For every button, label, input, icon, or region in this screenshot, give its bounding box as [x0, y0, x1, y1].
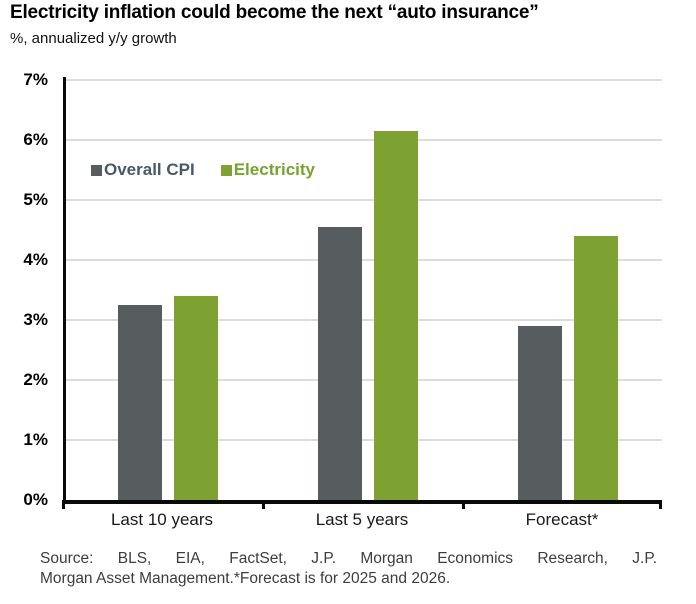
legend-label: Overall CPI — [104, 160, 195, 179]
y-tick-label: 3% — [23, 310, 48, 329]
source-line-2: Morgan Asset Management.*Forecast is for… — [40, 570, 451, 587]
bar-overall-cpi-last-5-years — [318, 227, 362, 500]
y-tick-label: 2% — [23, 370, 48, 389]
gridline — [66, 139, 662, 141]
x-category-label-forecast: Forecast* — [525, 510, 599, 529]
gridline — [66, 379, 662, 381]
gridline — [66, 319, 662, 321]
chart-subtitle: %, annualized y/y growth — [10, 30, 177, 47]
chart-title: Electricity inflation could become the n… — [10, 2, 539, 23]
y-axis-line — [63, 77, 66, 504]
gridline — [66, 79, 662, 81]
legend-label: Electricity — [233, 160, 315, 179]
x-axis-tick — [62, 500, 65, 509]
x-category-label-last-5-years: Last 5 years — [315, 510, 409, 529]
legend-item-electricity: Electricity — [220, 160, 315, 180]
source-line-1: Source: BLS, EIA, FactSet, J.P. Morgan E… — [40, 550, 657, 567]
x-axis-line — [62, 500, 662, 504]
legend-marker-icon — [91, 164, 102, 176]
x-axis-tick — [659, 500, 662, 509]
bar-electricity-last-5-years — [374, 131, 418, 500]
x-axis-tick — [462, 500, 465, 509]
bar-overall-cpi-last-10-years — [118, 305, 162, 500]
legend-marker-icon — [220, 164, 232, 176]
legend-item-overall-cpi: Overall CPI — [91, 160, 195, 180]
x-axis-tick — [262, 500, 265, 509]
bar-electricity-last-10-years — [174, 296, 218, 500]
gridline — [66, 259, 662, 261]
source-note: Source: BLS, EIA, FactSet, J.P. Morgan E… — [40, 549, 657, 589]
legend: Overall CPI Electricity — [91, 160, 315, 180]
gridline — [66, 439, 662, 441]
gridline — [66, 199, 662, 201]
y-tick-label: 0% — [23, 490, 48, 509]
x-category-label-last-10-years: Last 10 years — [110, 510, 214, 529]
y-tick-label: 1% — [23, 430, 48, 449]
bar-electricity-forecast — [574, 236, 618, 500]
y-tick-label: 7% — [23, 70, 48, 89]
y-tick-label: 6% — [23, 130, 48, 149]
bar-overall-cpi-forecast — [518, 326, 562, 500]
y-tick-label: 5% — [23, 190, 48, 209]
y-tick-label: 4% — [23, 250, 48, 269]
